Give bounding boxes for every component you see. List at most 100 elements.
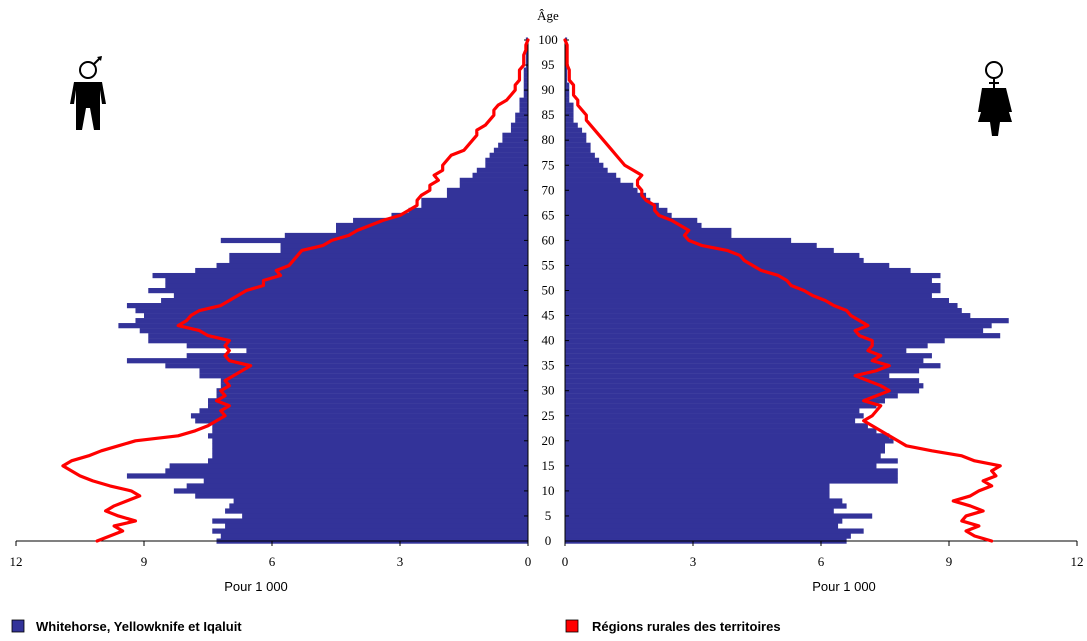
male-bar-age-2 [212, 528, 528, 534]
male-bar-age-11 [186, 483, 529, 489]
female-bar-age-33 [565, 373, 890, 379]
female-bar-age-16 [565, 458, 898, 464]
female-bar-age-51 [565, 282, 941, 289]
male-bar-age-96 [525, 57, 528, 63]
age-tick-label: 65 [542, 207, 555, 222]
male-bar-age-19 [212, 443, 528, 449]
female-bar-age-22 [565, 428, 877, 434]
x-tick-label-left: 6 [269, 554, 276, 569]
age-tick-label: 80 [542, 132, 555, 147]
female-bar-age-24 [565, 418, 856, 424]
female-bar-age-11 [565, 483, 830, 489]
female-bar-age-67 [565, 202, 659, 209]
legend-swatch-rural [565, 619, 579, 633]
female-bar-age-30 [565, 388, 920, 394]
male-bar-age-80 [502, 137, 528, 143]
male-bar-age-7 [229, 503, 528, 509]
male-bar-age-69 [446, 192, 528, 199]
female-bar-age-92 [565, 77, 568, 83]
female-bar-age-81 [565, 132, 587, 138]
male-bar-age-63 [336, 222, 528, 229]
male-bar-age-46 [135, 308, 528, 314]
female-bar-age-65 [565, 212, 672, 219]
male-bar-age-37 [186, 353, 529, 359]
male-bar-age-23 [212, 423, 528, 429]
male-bar-age-49 [173, 293, 528, 299]
female-bar-age-57 [565, 252, 860, 259]
male-bar-age-92 [523, 77, 528, 83]
female-bar-age-42 [565, 328, 984, 334]
female-bar-age-17 [565, 453, 881, 459]
male-bar-age-94 [523, 67, 528, 73]
age-tick-label: 60 [542, 232, 555, 247]
male-bars-group [118, 37, 529, 544]
female-bar-age-37 [565, 353, 932, 359]
age-tick-label: 40 [542, 333, 555, 348]
male-bar-age-31 [220, 383, 529, 389]
male-bar-age-17 [212, 453, 528, 459]
female-bar-age-59 [565, 242, 817, 249]
female-bar-age-29 [565, 393, 898, 399]
male-bar-age-84 [515, 117, 528, 123]
female-bar-age-4 [565, 518, 843, 524]
female-bar-age-55 [565, 262, 890, 269]
female-bar-age-58 [565, 247, 834, 254]
female-bar-age-78 [565, 147, 591, 153]
male-bar-age-33 [199, 373, 528, 379]
legend-swatch-urban [11, 619, 25, 633]
male-bar-age-89 [523, 92, 528, 98]
female-bar-age-6 [565, 508, 834, 514]
male-bar-age-87 [519, 102, 528, 108]
male-bar-age-65 [391, 212, 528, 219]
female-bar-age-35 [565, 363, 941, 369]
female-bar-age-34 [565, 368, 920, 374]
male-bar-age-60 [220, 237, 529, 244]
female-bar-age-3 [565, 523, 839, 529]
female-bar-age-64 [565, 217, 698, 224]
female-bar-age-8 [565, 498, 843, 504]
female-bar-age-66 [565, 207, 668, 214]
male-bar-age-30 [216, 388, 528, 394]
female-bar-age-48 [565, 298, 949, 304]
female-bar-age-84 [565, 117, 574, 123]
male-bar-age-61 [284, 232, 528, 239]
male-bar-age-35 [165, 363, 528, 369]
female-bar-age-18 [565, 448, 885, 454]
male-bar-age-22 [212, 428, 528, 434]
male-bar-age-26 [199, 408, 528, 414]
x-tick-label-right: 3 [690, 554, 697, 569]
female-bar-age-10 [565, 488, 830, 494]
x-tick-label-right: 0 [562, 554, 569, 569]
age-tick-label: 15 [542, 458, 555, 473]
female-bar-age-5 [565, 513, 873, 519]
female-bar-age-75 [565, 162, 604, 168]
male-bar-age-39 [186, 343, 529, 349]
male-bar-age-55 [216, 262, 528, 269]
male-bar-age-75 [485, 162, 528, 168]
female-bar-age-69 [565, 192, 647, 199]
age-tick-label: 95 [542, 57, 555, 72]
female-bar-age-61 [565, 232, 732, 239]
female-bar-age-68 [565, 197, 651, 204]
male-bar-age-50 [148, 288, 528, 294]
male-bar-age-44 [135, 318, 528, 324]
x-axis-label-left: Pour 1 000 [224, 579, 288, 594]
male-bar-age-14 [165, 468, 528, 474]
female-bar-age-23 [565, 423, 868, 429]
male-bar-age-15 [169, 463, 528, 469]
rural-lines-group [61, 38, 1002, 543]
female-rural-line [563, 38, 1002, 543]
male-bar-age-51 [165, 282, 528, 289]
male-bar-age-9 [195, 493, 528, 499]
female-bar-age-1 [565, 533, 851, 539]
male-bar-age-29 [216, 393, 528, 399]
male-bar-age-42 [139, 328, 529, 334]
male-bar-age-18 [212, 448, 528, 454]
male-bar-age-27 [208, 403, 528, 409]
female-bar-age-40 [565, 338, 945, 344]
female-bar-age-93 [565, 72, 568, 78]
male-bar-age-52 [165, 277, 528, 284]
male-bar-age-36 [126, 358, 529, 364]
female-bar-age-15 [565, 463, 877, 469]
x-tick-label-right: 6 [818, 554, 825, 569]
